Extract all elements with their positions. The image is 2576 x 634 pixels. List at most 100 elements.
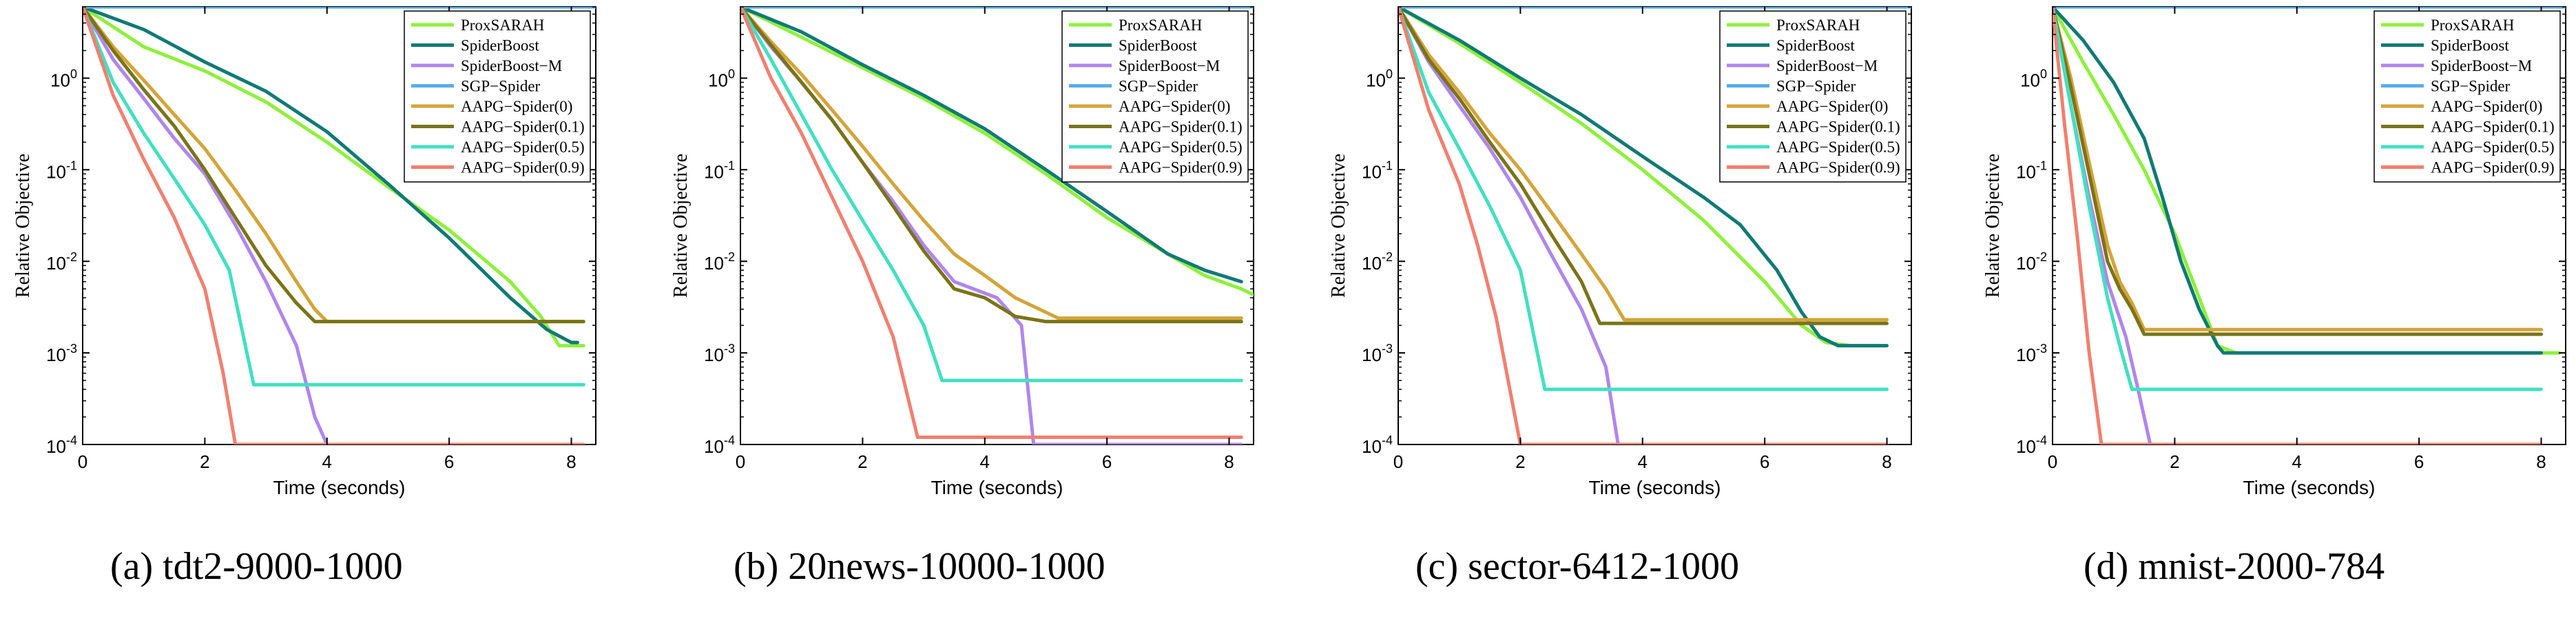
x-tick-label: 0 <box>736 451 745 472</box>
series-line-6 <box>740 7 1243 324</box>
x-tick-label: 2 <box>200 451 209 472</box>
y-axis-label: Relative Objective <box>1982 154 2004 298</box>
legend-box <box>1719 10 1907 183</box>
series-lines <box>1398 7 1911 444</box>
legend-label: AAPG−Spider(0.1) <box>1776 119 1900 136</box>
series-line-8 <box>740 7 1243 439</box>
series-line-7 <box>83 7 585 387</box>
legend-label: AAPG−Spider(0.1) <box>461 119 585 136</box>
x-tick-label: 6 <box>1760 451 1769 472</box>
y-tick-label: 10-3 <box>46 342 77 365</box>
series-line-2 <box>2053 7 2543 355</box>
legend-label: AAPG−Spider(0.9) <box>461 159 585 176</box>
series-line-7 <box>740 7 1243 382</box>
y-tick-label: 10-1 <box>704 158 735 182</box>
y-tick-label: 10-2 <box>2016 250 2047 274</box>
legend-label: AAPG−Spider(0.1) <box>2431 119 2555 136</box>
series-line-7 <box>2053 7 2543 391</box>
series-line-2 <box>83 7 579 345</box>
legend-label: AAPG−Spider(0.9) <box>1776 159 1900 176</box>
x-tick-label: 2 <box>1515 451 1525 472</box>
x-tick-label: 2 <box>858 451 867 472</box>
legend-label: SpiderBoost <box>2431 37 2509 54</box>
series-line-5 <box>2053 7 2543 331</box>
legend-label: AAPG−Spider(0.5) <box>1119 139 1243 156</box>
series-lines <box>83 7 596 444</box>
legend-label: SpiderBoost−M <box>461 57 562 74</box>
y-tick-label: 10-3 <box>1362 342 1393 365</box>
series-line-6 <box>1398 7 1889 325</box>
series-lines <box>740 7 1254 444</box>
panel-caption: (a) tdt2-9000-1000 <box>110 545 403 588</box>
series-line-2 <box>740 7 1243 284</box>
legend-label: SpiderBoost−M <box>1776 57 1878 74</box>
legend-label: AAPG−Spider(0.9) <box>2431 159 2555 176</box>
legend-label: AAPG−Spider(0.5) <box>461 139 585 156</box>
x-tick-label: 6 <box>444 451 454 472</box>
x-axis-label: Time (seconds) <box>2243 477 2376 498</box>
series-line-8 <box>2053 7 2543 444</box>
legend-label: ProxSARAH <box>1119 17 1202 34</box>
legend-label: AAPG−Spider(0) <box>461 98 572 115</box>
legend-label: AAPG−Spider(0) <box>1119 98 1230 115</box>
legend-label: SpiderBoost <box>461 37 539 54</box>
series-line-8 <box>83 7 585 444</box>
legend-label: AAPG−Spider(0) <box>1776 98 1888 115</box>
series-line-5 <box>83 7 585 324</box>
x-tick-label: 6 <box>1102 451 1112 472</box>
series-line-6 <box>83 7 585 324</box>
legend-label: SpiderBoost−M <box>1119 57 1220 74</box>
chart-panel-3: 0 2 4 6 8 100 10-1 10-2 10-3 10-4 Time (seconds) Re… <box>1328 6 1912 588</box>
x-tick-label: 4 <box>2292 451 2302 472</box>
y-tick-label: 10-3 <box>704 342 735 365</box>
legend-label: AAPG−Spider(0.1) <box>1119 119 1243 136</box>
legend-label: SpiderBoost <box>1776 37 1855 54</box>
series-line-5 <box>740 7 1243 320</box>
series-line-3 <box>83 7 329 444</box>
legend-label: ProxSARAH <box>1776 17 1860 34</box>
legend-label: SpiderBoost <box>1119 37 1197 54</box>
legend-box <box>2374 10 2561 183</box>
x-axis-label: Time (seconds) <box>1589 477 1721 498</box>
x-tick-label: 8 <box>1882 451 1891 472</box>
panel-caption: (b) 20news-10000-1000 <box>734 545 1105 588</box>
x-tick-label: 8 <box>2536 451 2546 472</box>
y-tick-label: 100 <box>708 67 735 90</box>
chart-panel-2: 0 2 4 6 8 100 10-1 10-2 10-3 10-4 Time (seconds) Re… <box>670 6 1254 588</box>
legend-label: SGP−Spider <box>1119 78 1198 95</box>
x-axis-label: Time (seconds) <box>931 477 1063 498</box>
x-axis-label: Time (seconds) <box>273 477 406 498</box>
panel-caption: (c) sector-6412-1000 <box>1415 545 1739 588</box>
y-axis-label: Relative Objective <box>670 154 692 298</box>
legend-box <box>1061 10 1249 183</box>
legend-label: AAPG−Spider(0.5) <box>2431 139 2555 156</box>
y-tick-label: 10-4 <box>704 433 735 457</box>
legend-label: AAPG−Spider(0) <box>2431 98 2542 115</box>
y-tick-label: 10-1 <box>2016 158 2047 182</box>
series-line-1 <box>83 7 585 348</box>
legend: ProxSARAH SpiderBoost SpiderBoost−M SGP−Spi… <box>404 10 591 183</box>
y-tick-label: 10-1 <box>1362 158 1393 182</box>
x-tick-label: 0 <box>1393 451 1403 472</box>
y-tick-label: 10-2 <box>704 250 735 274</box>
series-line-1 <box>740 7 1254 297</box>
legend: ProxSARAH SpiderBoost SpiderBoost−M SGP−Spi… <box>2374 10 2561 183</box>
y-tick-label: 100 <box>1366 67 1393 90</box>
x-tick-label: 4 <box>1638 451 1648 472</box>
x-tick-label: 6 <box>2414 451 2424 472</box>
series-line-7 <box>1398 7 1889 391</box>
y-tick-label: 10-3 <box>2016 342 2047 365</box>
series-line-2 <box>1398 7 1889 348</box>
y-axis-label: Relative Objective <box>1328 154 1349 298</box>
y-tick-label: 100 <box>2020 67 2047 90</box>
legend-label: SGP−Spider <box>461 78 541 95</box>
x-tick-label: 0 <box>2048 451 2057 472</box>
y-tick-label: 100 <box>50 67 77 90</box>
x-tick-label: 0 <box>78 451 87 472</box>
series-lines <box>2053 7 2566 444</box>
y-tick-label: 10-4 <box>2016 433 2047 457</box>
legend: ProxSARAH SpiderBoost SpiderBoost−M SGP−Spi… <box>1719 10 1907 183</box>
chart-panel-1: 0 2 4 6 8 100 10-1 10-2 10-3 10-4 Time (seconds) Re… <box>12 6 596 588</box>
legend-label: SpiderBoost−M <box>2431 57 2532 74</box>
y-tick-label: 10-2 <box>1362 250 1393 274</box>
